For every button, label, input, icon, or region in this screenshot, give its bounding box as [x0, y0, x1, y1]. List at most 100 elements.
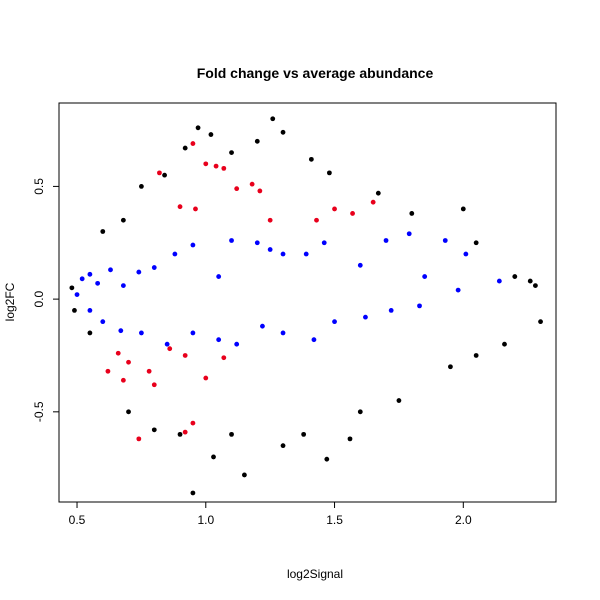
- x-tick-label: 0.5: [69, 513, 86, 527]
- data-point: [172, 251, 178, 257]
- chart-title: Fold change vs average abundance: [197, 65, 434, 81]
- data-point: [332, 319, 337, 325]
- data-point: [242, 472, 247, 478]
- data-point: [105, 368, 111, 374]
- data-point: [502, 341, 507, 347]
- data-point: [234, 341, 240, 347]
- data-point: [254, 240, 260, 246]
- y-tick-label: -0.5: [32, 401, 46, 422]
- data-point: [115, 350, 121, 356]
- data-point: [100, 319, 106, 325]
- data-point: [182, 145, 188, 151]
- data-point: [460, 206, 466, 212]
- data-point: [332, 206, 337, 212]
- y-tick-label: 0.0: [32, 290, 46, 307]
- data-point: [216, 337, 222, 343]
- data-point: [87, 307, 93, 313]
- data-point: [383, 238, 389, 243]
- data-point: [213, 163, 219, 169]
- data-point: [363, 314, 368, 320]
- data-point: [442, 238, 448, 243]
- data-point: [167, 346, 173, 352]
- data-point: [532, 283, 538, 288]
- data-point: [370, 199, 376, 205]
- data-point: [396, 398, 402, 403]
- data-point: [321, 240, 327, 246]
- x-tick-label: 1.0: [197, 513, 214, 527]
- data-point: [308, 156, 314, 162]
- data-point: [182, 353, 188, 358]
- data-point: [324, 456, 330, 462]
- data-point: [280, 443, 286, 449]
- data-point: [74, 292, 80, 298]
- data-point: [120, 377, 126, 383]
- data-point: [301, 431, 307, 437]
- data-point: [375, 190, 381, 196]
- data-point: [254, 138, 260, 144]
- data-point: [527, 278, 533, 284]
- data-point: [326, 170, 332, 176]
- data-point: [455, 287, 461, 293]
- data-point: [211, 454, 216, 460]
- data-point: [151, 265, 157, 270]
- data-point: [260, 323, 265, 329]
- data-point: [303, 251, 309, 257]
- data-point: [229, 431, 234, 437]
- data-point: [357, 262, 363, 268]
- data-point: [422, 274, 428, 279]
- data-point: [120, 283, 126, 288]
- data-point: [257, 188, 263, 194]
- data-point: [417, 303, 422, 309]
- data-point: [72, 307, 77, 313]
- data-point: [157, 170, 162, 176]
- data-point: [203, 161, 209, 167]
- x-tick-label: 1.5: [326, 513, 343, 527]
- data-point: [221, 355, 227, 361]
- data-point: [151, 382, 157, 388]
- data-point: [139, 330, 144, 336]
- data-point: [177, 431, 183, 437]
- x-tick-label: 2.0: [455, 513, 472, 527]
- data-point: [270, 116, 276, 122]
- data-point: [267, 217, 273, 223]
- y-axis: -0.5 0.0 0.5: [32, 178, 60, 422]
- data-point: [126, 409, 131, 415]
- data-point: [118, 328, 124, 334]
- data-point: [190, 420, 196, 426]
- data-point: [100, 229, 106, 234]
- data-point: [162, 172, 167, 178]
- x-axis-label: log2Signal: [287, 567, 343, 581]
- data-point: [146, 368, 152, 374]
- data-point: [87, 271, 93, 277]
- data-point: [280, 129, 286, 135]
- data-point: [136, 436, 142, 442]
- data-point: [164, 341, 170, 347]
- data-point: [151, 427, 157, 433]
- data-point: [311, 337, 317, 343]
- data-point: [496, 278, 502, 284]
- data-points: [69, 116, 543, 496]
- data-point: [229, 238, 234, 243]
- data-point: [126, 359, 131, 365]
- data-point: [182, 429, 188, 435]
- x-axis: 0.5 1.0 1.5 2.0: [69, 501, 472, 527]
- data-point: [87, 330, 93, 336]
- data-point: [190, 490, 196, 496]
- data-point: [190, 141, 196, 146]
- data-point: [139, 184, 144, 189]
- y-tick-label: 0.5: [32, 178, 46, 195]
- data-point: [473, 353, 479, 358]
- data-point: [280, 251, 286, 257]
- data-point: [314, 217, 319, 223]
- data-point: [195, 125, 201, 131]
- data-point: [347, 436, 353, 442]
- y-axis-label: log2FC: [3, 282, 17, 321]
- data-point: [190, 242, 196, 248]
- data-point: [203, 375, 209, 381]
- data-point: [388, 307, 394, 313]
- plot-frame: [58, 102, 557, 503]
- data-point: [120, 217, 126, 223]
- data-point: [463, 251, 469, 257]
- data-point: [512, 274, 518, 279]
